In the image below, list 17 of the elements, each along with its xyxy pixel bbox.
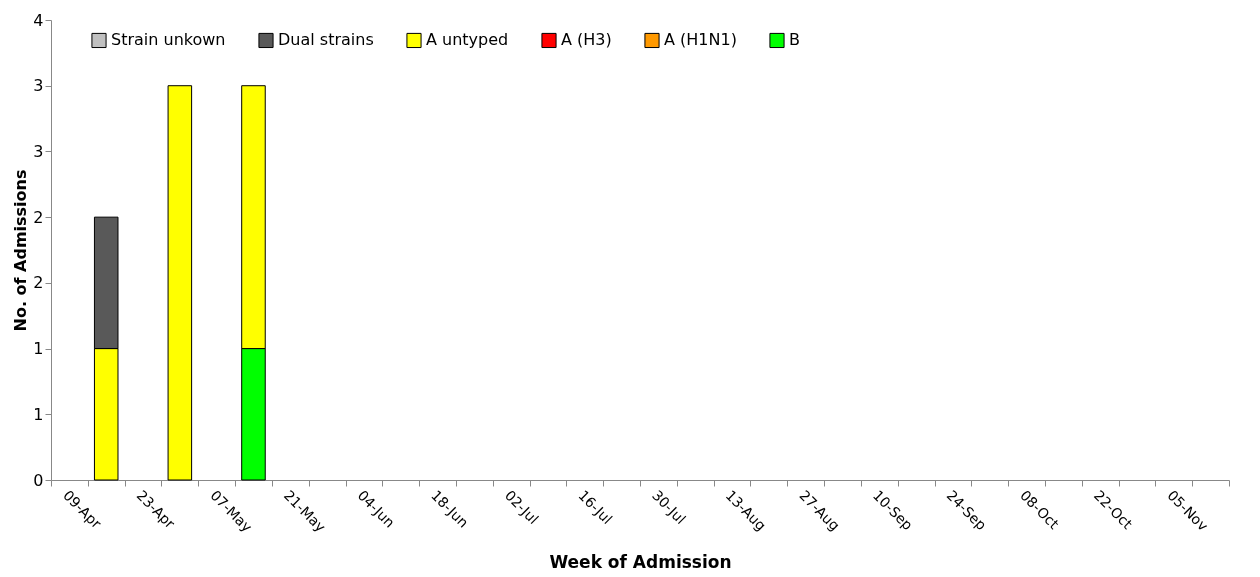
y-tick-label: 2: [33, 207, 44, 227]
y-axis-title: No. of Admissions: [11, 169, 31, 332]
legend-label: Strain unkown: [111, 30, 226, 50]
bar: [167, 85, 193, 481]
legend-label: A (H3): [561, 30, 612, 50]
y-tick-label: 4: [33, 10, 44, 30]
y-tick-label: 3: [33, 141, 44, 161]
y-tick-label: 0: [33, 470, 44, 490]
y-tick-label: 3: [33, 76, 44, 96]
x-axis-title: Week of Admission: [549, 552, 732, 573]
legend-label: Dual strains: [278, 30, 374, 50]
y-tick-label: 1: [33, 339, 44, 359]
legend-label: A (H1N1): [664, 30, 737, 50]
y-tick-label: 2: [33, 273, 44, 293]
y-tick-label: 1: [33, 404, 44, 424]
legend-label: A untyped: [426, 30, 509, 50]
legend-label: B: [789, 30, 800, 50]
